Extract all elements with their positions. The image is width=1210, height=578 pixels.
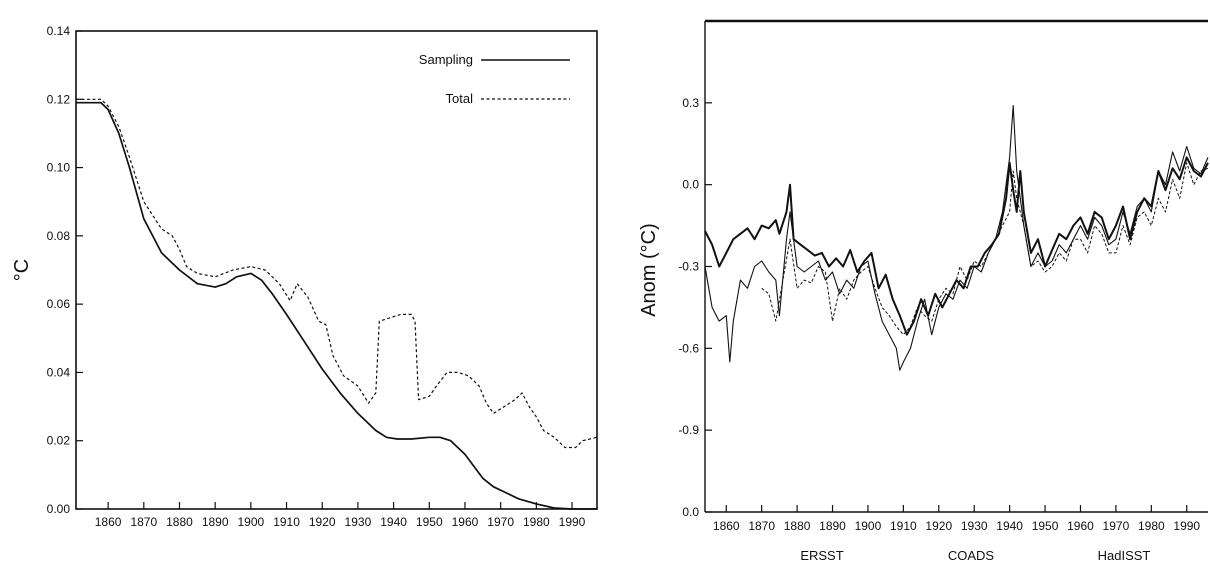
right-y-tick-label: 0.0 — [682, 178, 699, 192]
left-y-tick-label: 0.04 — [47, 365, 71, 379]
right-x-tick-label: 1860 — [713, 519, 740, 533]
left-x-axis: 1860 1870 1880 1890 1900 1910 1920 1930 1940 1950… — [95, 502, 586, 529]
left-y-axis: 0.00 0.02 0.04 0.06 0.08 0.10 0.12 0.14 — [47, 24, 83, 516]
left-x-tick-label: 1970 — [487, 515, 514, 529]
right-x-tick-label: 1910 — [890, 519, 917, 533]
legend-label-total: Total — [446, 91, 474, 106]
left-x-tick-label: 1910 — [273, 515, 300, 529]
right-x-tick-label: 1990 — [1173, 519, 1200, 533]
left-x-tick-label: 1990 — [559, 515, 586, 529]
right-x-tick-label: 1870 — [748, 519, 775, 533]
right-y-axis-label: Anom (°C) — [638, 223, 660, 317]
series-line-total — [76, 98, 598, 449]
left-series-lines — [76, 98, 598, 510]
left-x-tick-label: 1920 — [309, 515, 336, 529]
left-x-tick-label: 1880 — [166, 515, 193, 529]
left-x-tick-label: 1960 — [452, 515, 479, 529]
right-legend: ERSST COADS HadISST — [800, 548, 1150, 563]
series-line-sampling — [76, 101, 597, 510]
right-y-tick-label: 0.3 — [682, 96, 699, 110]
legend-label-coads: COADS — [948, 548, 995, 563]
right-y-tick-label: 0.0 — [682, 505, 699, 519]
right-x-tick-label: 1890 — [819, 519, 846, 533]
right-x-tick-label: 1980 — [1138, 519, 1165, 533]
right-x-tick-label: 1960 — [1067, 519, 1094, 533]
left-x-tick-label: 1950 — [416, 515, 443, 529]
right-y-tick-label: -0.3 — [678, 260, 699, 274]
left-y-tick-label: 0.06 — [47, 297, 71, 311]
right-x-tick-label: 1940 — [996, 519, 1023, 533]
series-line-ersst — [704, 156, 1209, 336]
left-y-axis-label: °C — [11, 259, 33, 281]
sampling-error-chart: 0.00 0.02 0.04 0.06 0.08 0.10 0.12 0.14 1860 187… — [11, 24, 598, 529]
right-y-tick-label: -0.6 — [678, 341, 699, 355]
left-x-tick-label: 1930 — [345, 515, 372, 529]
series-line-coads — [704, 105, 1209, 371]
left-plot-frame — [75, 30, 598, 510]
right-series-lines — [704, 105, 1209, 371]
left-x-tick-label: 1900 — [238, 515, 265, 529]
left-y-tick-label: 0.00 — [47, 502, 71, 516]
right-x-tick-label: 1880 — [784, 519, 811, 533]
left-x-tick-label: 1890 — [202, 515, 229, 529]
left-x-tick-label: 1980 — [523, 515, 550, 529]
right-y-axis: 0.0 -0.9 -0.6 -0.3 0.0 0.3 — [678, 96, 712, 519]
left-x-tick-label: 1860 — [95, 515, 122, 529]
left-y-tick-label: 0.02 — [47, 434, 71, 448]
right-x-tick-label: 1920 — [925, 519, 952, 533]
legend-label-hadisst: HadISST — [1098, 548, 1151, 563]
sst-anomaly-chart: 0.0 -0.9 -0.6 -0.3 0.0 0.3 1860 1870 1880 1890 19… — [638, 19, 1209, 563]
legend-label-ersst: ERSST — [800, 548, 843, 563]
right-y-tick-label: -0.9 — [678, 423, 699, 437]
right-x-tick-label: 1970 — [1103, 519, 1130, 533]
series-line-hadisst — [761, 162, 1209, 336]
legend-label-sampling: Sampling — [419, 52, 473, 67]
right-x-tick-label: 1950 — [1032, 519, 1059, 533]
right-x-tick-label: 1900 — [855, 519, 882, 533]
left-y-tick-label: 0.14 — [47, 24, 71, 38]
left-y-tick-label: 0.10 — [47, 161, 71, 175]
left-y-tick-label: 0.12 — [47, 92, 71, 106]
left-x-tick-label: 1870 — [130, 515, 157, 529]
right-x-tick-label: 1930 — [961, 519, 988, 533]
right-x-axis: 1860 1870 1880 1890 1900 1910 1920 1930 1940 1950… — [713, 505, 1200, 533]
left-x-tick-label: 1940 — [380, 515, 407, 529]
left-y-tick-label: 0.08 — [47, 229, 71, 243]
left-legend: Sampling Total — [419, 52, 570, 106]
